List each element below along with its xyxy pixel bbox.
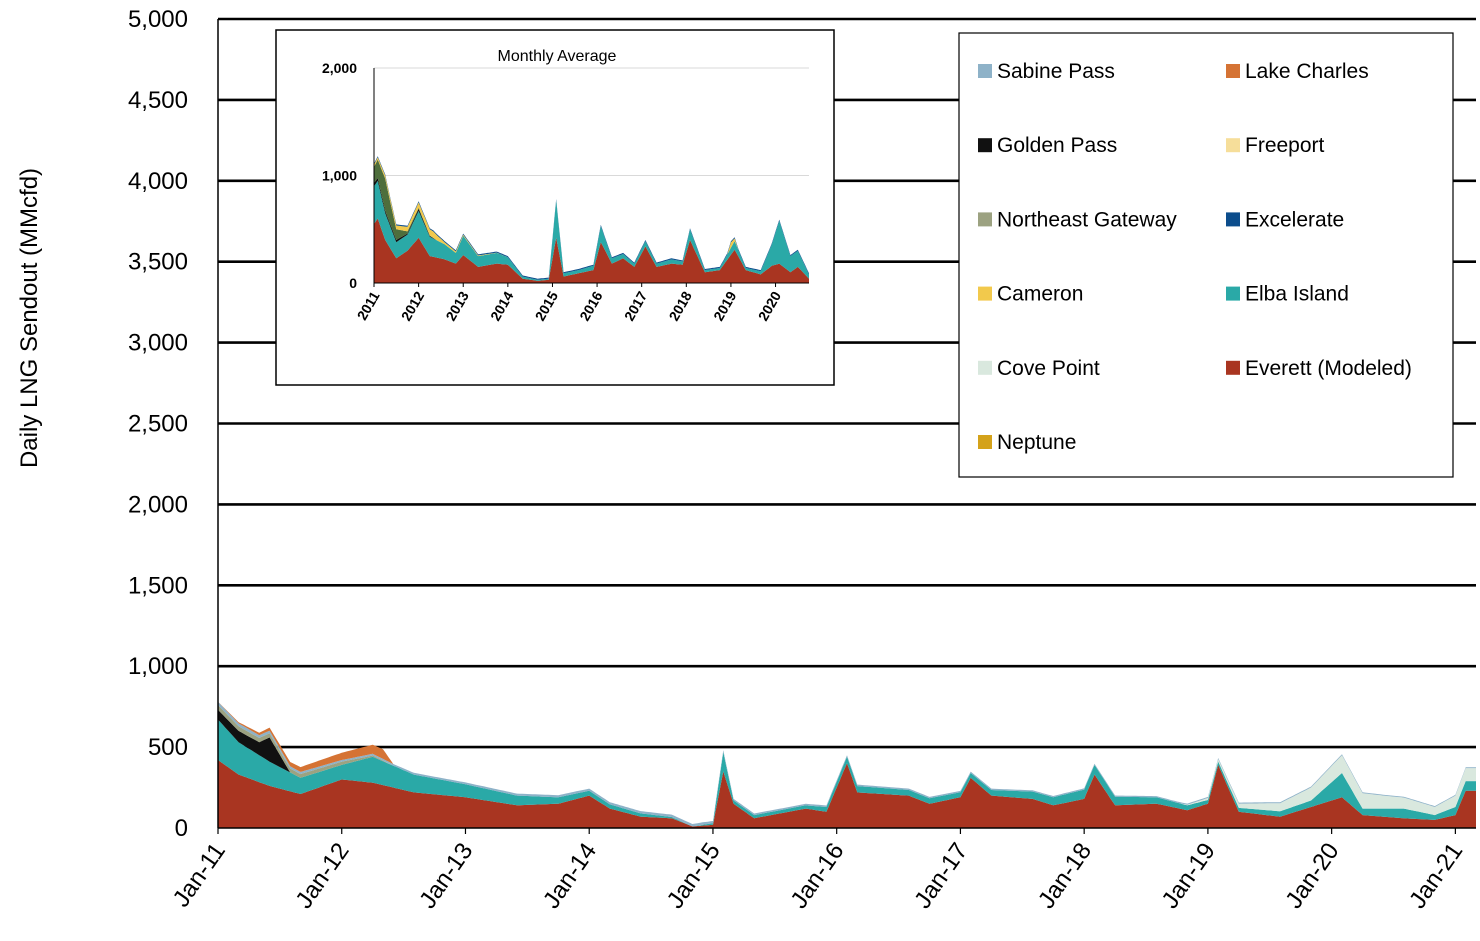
legend-label: Excelerate [1245, 208, 1344, 231]
inset-axes [373, 68, 809, 287]
legend-item-freeport: Freeport [1226, 134, 1325, 157]
legend-swatch [978, 64, 992, 78]
legend-label: Cameron [997, 283, 1083, 306]
legend-swatch [978, 138, 992, 153]
series-area-cove-point [218, 719, 1476, 827]
legend-frame [958, 32, 1454, 478]
legend-swatch [1226, 212, 1240, 227]
inset-y-tick-label: 0 [349, 275, 357, 291]
legend-item-cove-point: Cove Point [978, 357, 1100, 380]
legend-label: Elba Island [1245, 283, 1349, 306]
main-series-areas [218, 701, 1476, 828]
legend-item-excelerate: Excelerate [1226, 208, 1344, 231]
y-tick-label: 1,500 [128, 572, 188, 599]
legend-label: Freeport [1245, 134, 1325, 157]
inset-y-tick-label: 2,000 [322, 60, 357, 76]
legend-swatch [1226, 64, 1240, 78]
y-tick-label: 3,000 [128, 330, 188, 357]
legend-label: Everett (Modeled) [1245, 357, 1412, 380]
x-tick-label: Jan-12 [290, 838, 354, 914]
x-tick-label: Jan-17 [909, 838, 973, 914]
main-axes [217, 19, 1476, 834]
legend-label: Neptune [997, 431, 1076, 454]
main-x-tick-labels: Jan-11 Jan-12 Jan-13 Jan-14 Jan-15 Jan-16 Jan-… [168, 838, 1469, 914]
legend-swatch [978, 360, 992, 375]
y-tick-label: 500 [148, 734, 188, 761]
legend-item-elba-island: Elba Island [1226, 283, 1349, 306]
legend-item-lake-charles: Lake Charles [1226, 60, 1369, 83]
inset-y-tick-labels: 0 1,000 2,000 [322, 60, 357, 291]
legend-swatch [978, 286, 992, 301]
inset-series-areas [374, 156, 809, 283]
y-tick-label: 4,000 [128, 168, 188, 195]
y-tick-label: 5,000 [128, 6, 188, 33]
y-tick-label: 3,500 [128, 249, 188, 276]
legend-swatch [978, 212, 992, 227]
legend-label: Cove Point [997, 357, 1100, 380]
legend: Sabine Pass Lake Charles Golden Pass Freepo… [958, 32, 1454, 478]
y-tick-label: 0 [175, 815, 188, 842]
series-area-elba-island [218, 719, 1476, 827]
x-tick-label: Jan-19 [1157, 838, 1221, 914]
series-area-sabine-pass [218, 701, 1476, 827]
legend-item-neptune: Neptune [978, 431, 1076, 454]
legend-item-sabine-pass: Sabine Pass [978, 60, 1115, 83]
legend-item-golden-pass: Golden Pass [978, 134, 1117, 157]
legend-swatch [1226, 286, 1240, 301]
x-tick-label: Jan-11 [168, 838, 231, 912]
x-tick-label: Jan-16 [785, 838, 849, 914]
legend-label: Sabine Pass [997, 60, 1115, 83]
y-tick-label: 2,000 [128, 491, 188, 518]
x-tick-label: Jan-18 [1033, 838, 1097, 914]
series-area-everett-modeled [374, 218, 809, 283]
series-area-everett-modeled [218, 760, 1476, 828]
legend-item-northeast-gateway: Northeast Gateway [978, 208, 1177, 231]
legend-item-cameron: Cameron [978, 283, 1083, 306]
legend-swatch [1226, 138, 1240, 153]
series-area-elba-island [374, 180, 809, 281]
legend-label: Golden Pass [997, 134, 1117, 157]
x-tick-label: Jan-14 [538, 838, 602, 914]
x-tick-label: Jan-21 [1404, 838, 1468, 914]
y-tick-label: 2,500 [128, 411, 188, 438]
legend-item-everett-modeled: Everett (Modeled) [1226, 357, 1412, 380]
inset-frame [275, 29, 835, 386]
y-tick-label: 1,000 [128, 653, 188, 680]
inset-y-tick-label: 1,000 [322, 168, 357, 184]
y-axis-title: Daily LNG Sendout (MMcfd) [16, 168, 43, 468]
main-y-tick-labels: 0 500 1,000 1,500 2,000 2,500 3,000 3,500 4,000 4… [128, 6, 188, 842]
inset-title: Monthly Average [498, 48, 617, 65]
legend-swatch [978, 435, 992, 449]
legend-label: Lake Charles [1245, 60, 1369, 83]
legend-label: Northeast Gateway [997, 208, 1177, 231]
x-tick-label: Jan-15 [662, 838, 726, 914]
x-tick-label: Jan-13 [414, 838, 478, 914]
y-tick-label: 4,500 [128, 87, 188, 114]
x-tick-label: Jan-20 [1280, 838, 1344, 914]
legend-swatch [1226, 360, 1240, 375]
inset-gridlines [374, 67, 809, 176]
